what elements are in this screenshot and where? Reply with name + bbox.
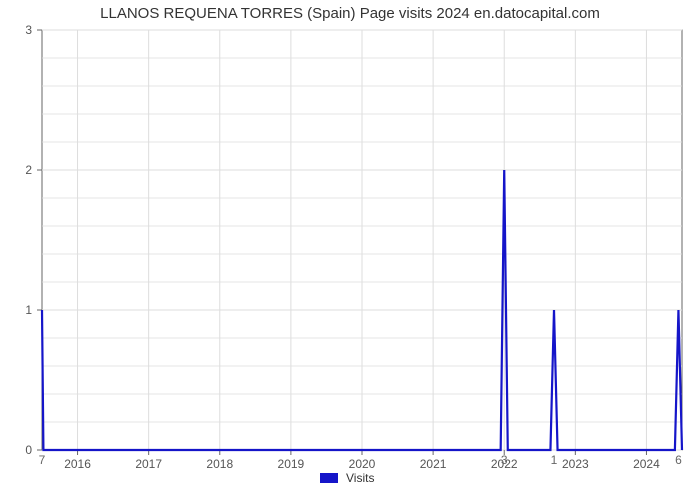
x-tick-label: 2018: [206, 457, 233, 471]
x-tick-label: 2023: [562, 457, 589, 471]
x-tick-label: 2017: [135, 457, 162, 471]
x-tick-label: 2016: [64, 457, 91, 471]
legend-label: Visits: [346, 471, 374, 485]
x-tick-label: 2021: [420, 457, 447, 471]
chart-svg: LLANOS REQUENA TORRES (Spain) Page visit…: [0, 0, 700, 500]
chart-title: LLANOS REQUENA TORRES (Spain) Page visit…: [100, 5, 600, 22]
y-tick-label: 2: [25, 163, 32, 177]
y-tick-label: 3: [25, 23, 32, 37]
data-point-label: 6: [675, 453, 682, 467]
x-tick-label: 2024: [633, 457, 660, 471]
x-tick-label: 2019: [278, 457, 305, 471]
x-tick-label: 2020: [349, 457, 376, 471]
data-point-label: 1: [551, 453, 558, 467]
chart-background: [0, 0, 700, 500]
data-point-label: 7: [39, 453, 46, 467]
chart-container: LLANOS REQUENA TORRES (Spain) Page visit…: [0, 0, 700, 500]
y-tick-label: 1: [25, 303, 32, 317]
y-tick-label: 0: [25, 443, 32, 457]
legend-swatch: [320, 473, 338, 483]
data-point-label: 3: [501, 453, 508, 467]
